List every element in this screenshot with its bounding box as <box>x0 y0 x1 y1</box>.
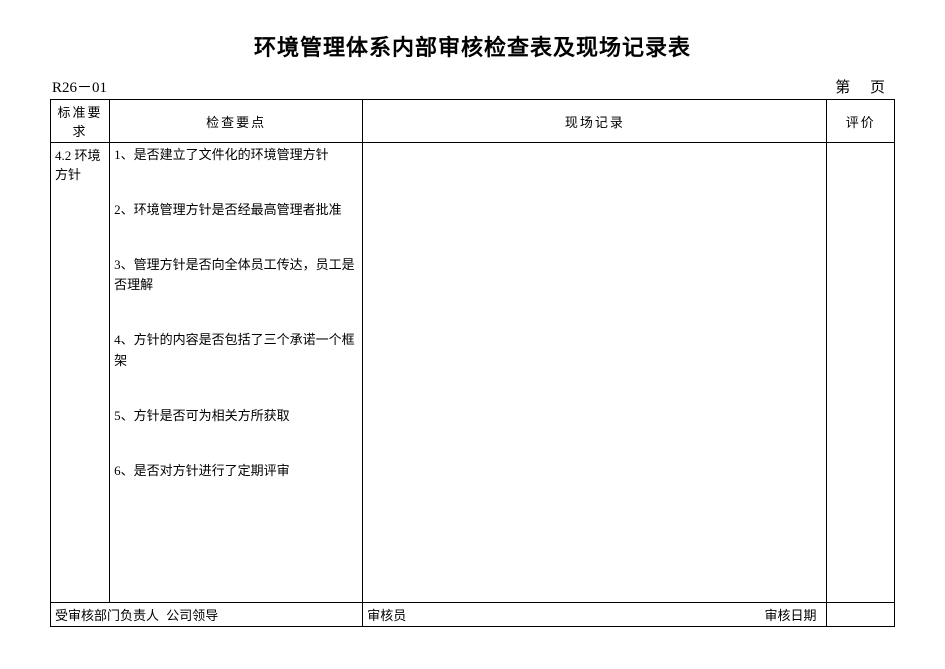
footer-empty <box>827 603 895 627</box>
audit-table: 标准要求 检查要点 现场记录 评价 4.2 环境方针 1、是否建立了文件化的环境… <box>50 99 895 627</box>
check-item: 4、方针的内容是否包括了三个承诺一个框架 <box>114 330 358 372</box>
check-item: 5、方针是否可为相关方所获取 <box>114 406 358 427</box>
table-body-row: 4.2 环境方针 1、是否建立了文件化的环境管理方针 2、环境管理方针是否经最高… <box>51 143 895 603</box>
page-number: 第 页 <box>835 76 893 97</box>
page-title: 环境管理体系内部审核检查表及现场记录表 <box>50 30 895 62</box>
check-item: 1、是否建立了文件化的环境管理方针 <box>114 145 358 166</box>
check-item: 3、管理方针是否向全体员工传达，员工是否理解 <box>114 255 358 297</box>
check-item: 2、环境管理方针是否经最高管理者批准 <box>114 200 358 221</box>
eval-cell <box>827 143 895 603</box>
col-header-standard: 标准要求 <box>51 100 110 143</box>
table-header-row: 标准要求 检查要点 现场记录 评价 <box>51 100 895 143</box>
record-cell <box>363 143 827 603</box>
footer-auditor-date: 审核员 审核日期 <box>363 603 827 627</box>
footer-dept-head: 受审核部门负责人 公司领导 <box>51 603 363 627</box>
audit-date-label: 审核日期 <box>764 608 816 623</box>
header-meta: R26－01 第 页 <box>50 76 895 97</box>
col-header-check: 检查要点 <box>110 100 363 143</box>
table-footer-row: 受审核部门负责人 公司领导 审核员 审核日期 <box>51 603 895 627</box>
form-code: R26－01 <box>52 76 107 97</box>
standard-requirement-cell: 4.2 环境方针 <box>51 143 110 603</box>
check-item: 6、是否对方针进行了定期评审 <box>114 461 358 482</box>
check-points-cell: 1、是否建立了文件化的环境管理方针 2、环境管理方针是否经最高管理者批准 3、管… <box>110 143 363 603</box>
dept-head-label: 受审核部门负责人 <box>55 605 159 624</box>
auditor-label: 审核员 <box>367 605 406 624</box>
col-header-eval: 评价 <box>827 100 895 143</box>
col-header-record: 现场记录 <box>363 100 827 143</box>
dept-head-value: 公司领导 <box>166 605 218 624</box>
